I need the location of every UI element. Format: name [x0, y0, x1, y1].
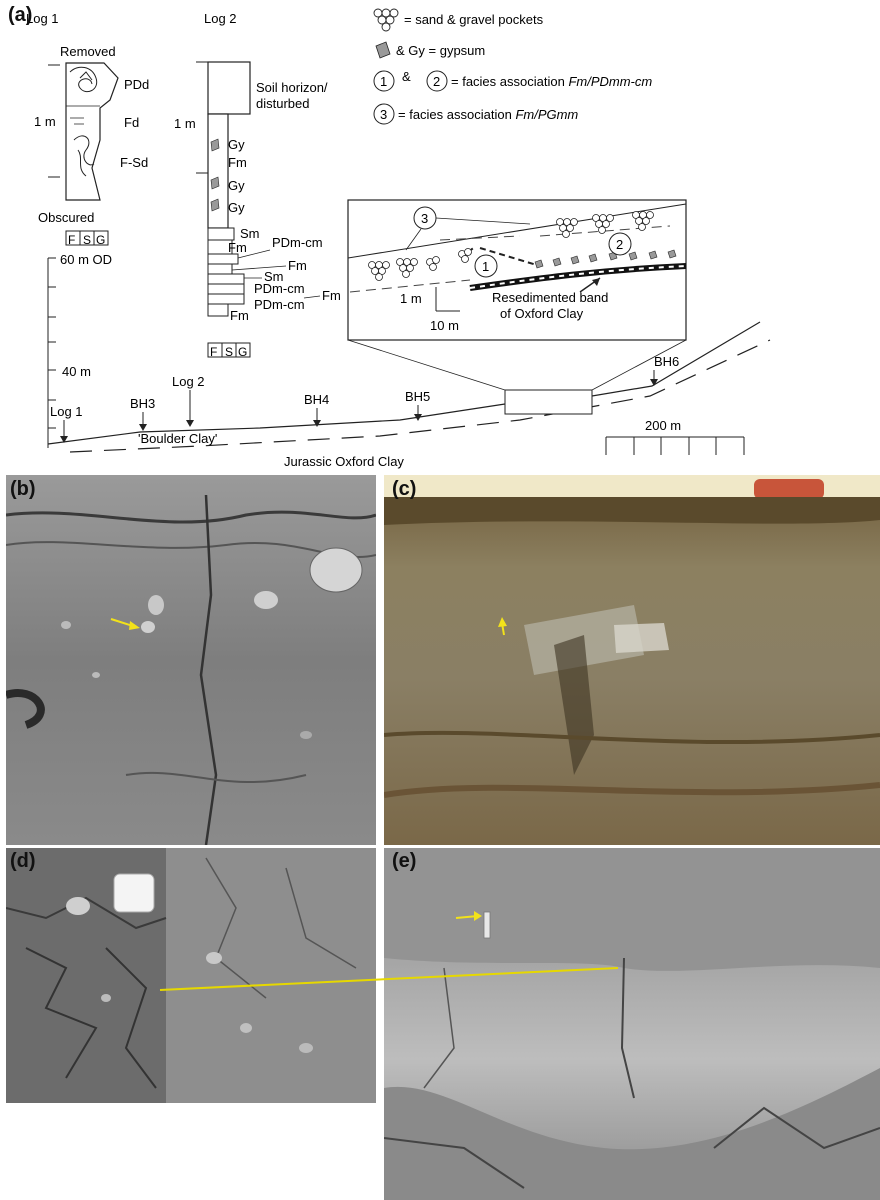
- section-bh4: BH4: [304, 392, 329, 407]
- photo-panel-d: [6, 848, 376, 1103]
- log2-unit-fm-2: Fm: [228, 240, 247, 255]
- section-log1: Log 1: [50, 404, 83, 419]
- cross-section: 60 m OD 40 m Log 1 BH3 Log 2 BH4 BH5 BH6…: [47, 252, 771, 469]
- section-bh6: BH6: [654, 354, 679, 369]
- log2-unit-gy-2: Gy: [228, 178, 245, 193]
- inset-scale-horizontal: 10 m: [430, 318, 459, 333]
- log2-soil-label-2: disturbed: [256, 96, 309, 111]
- log2-grain-f: F: [210, 345, 217, 359]
- log1-unit-fd: Fd: [124, 115, 139, 130]
- log2-unit-gy-1: Gy: [228, 137, 245, 152]
- panel-label-e: (e): [392, 850, 417, 872]
- section-scale-label: 200 m: [645, 418, 681, 433]
- log2-title: Log 2: [204, 11, 237, 26]
- log1-grain-f: F: [68, 233, 75, 247]
- inset-label-3: 3: [421, 211, 428, 226]
- log2-unit-fm-1: Fm: [228, 155, 247, 170]
- log2-unit-sm-2: Sm: [264, 269, 284, 284]
- log2-unit-sm-1: Sm: [240, 226, 260, 241]
- arrow-icon: [498, 617, 507, 627]
- log2-unit-gy-3: Gy: [228, 200, 245, 215]
- log1-title: Log 1: [26, 11, 59, 26]
- arrow-icon: [129, 621, 140, 630]
- log2-grain-s: S: [225, 345, 233, 359]
- log1-removed-label: Removed: [60, 44, 116, 59]
- log1-unit-fsd: F-Sd: [120, 155, 148, 170]
- gypsum-icon: [375, 41, 391, 59]
- legend-num-2: 2: [433, 74, 440, 89]
- section-log2: Log 2: [172, 374, 205, 389]
- log2-unit-pdm-cm-1: PDm-cm: [272, 235, 323, 250]
- panel-label-a: (a): [8, 4, 33, 26]
- log2-scale: 1 m: [174, 116, 196, 131]
- log2-unit-fm-4: Fm: [322, 288, 341, 303]
- photo-panel-c: [384, 475, 880, 845]
- legend-num-3: 3: [380, 107, 387, 122]
- section-height-60: 60 m OD: [60, 252, 112, 267]
- panel-label-b: (b): [10, 478, 36, 500]
- inset-sketch: 3 1 2 1 m 10 m Resedimented band of Oxfo…: [347, 199, 687, 341]
- arrow-icon: [474, 911, 482, 921]
- inset-band-label-1: Resedimented band: [492, 290, 608, 305]
- log2-grain-g: G: [238, 345, 247, 359]
- legend-num-1: 1: [380, 74, 387, 89]
- section-bh3: BH3: [130, 396, 155, 411]
- legend-sand-gravel: = sand & gravel pockets: [404, 12, 544, 27]
- photo-panel-e: [384, 848, 880, 1200]
- log2-soil-label-1: Soil horizon/: [256, 80, 328, 95]
- legend-facies-12: = facies association Fm/PDmm-cm: [451, 74, 652, 89]
- panel-label-c: (c): [392, 478, 417, 500]
- section-height-40: 40 m: [62, 364, 91, 379]
- log1-scale: 1 m: [34, 114, 56, 129]
- legend-gypsum: & Gy = gypsum: [396, 43, 485, 58]
- log1-grain-g: G: [96, 233, 105, 247]
- inset-label-1: 1: [482, 259, 489, 274]
- panel-label-d: (d): [10, 850, 36, 872]
- log1-grain-s: S: [83, 233, 91, 247]
- log2-unit-pdm-cm-2: PDm-cm: [254, 281, 305, 296]
- section-boulder-clay: 'Boulder Clay': [138, 431, 217, 446]
- log1-unit-pdd: PDd: [124, 77, 149, 92]
- sand-gravel-pocket-icon: [373, 8, 399, 32]
- log2-unit-fm-3: Fm: [288, 258, 307, 273]
- section-oxford-clay: Jurassic Oxford Clay: [284, 454, 404, 469]
- inset-band-label-2: of Oxford Clay: [500, 306, 584, 321]
- log2-unit-fm-5: Fm: [230, 308, 249, 323]
- inset-scale-vertical: 1 m: [400, 291, 422, 306]
- photo-panel-b: [6, 475, 376, 845]
- legend-facies-3: = facies association Fm/PGmm: [398, 107, 578, 122]
- log2-unit-pdm-cm-3: PDm-cm: [254, 297, 305, 312]
- inset-label-2: 2: [616, 237, 623, 252]
- legend-amp: &: [402, 69, 411, 84]
- section-bh5: BH5: [405, 389, 430, 404]
- log1-obscured-label: Obscured: [38, 210, 94, 225]
